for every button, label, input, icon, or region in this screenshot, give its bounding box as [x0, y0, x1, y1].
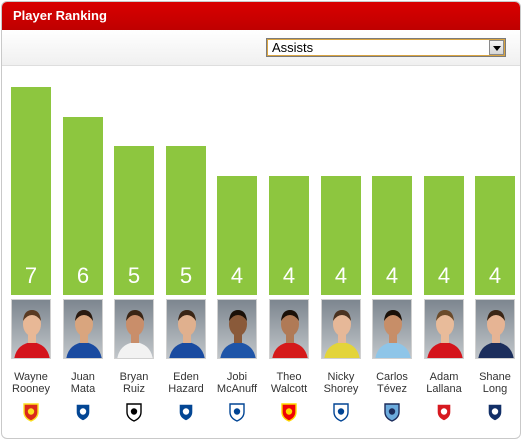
reading-crest-icon-shape: [229, 403, 245, 422]
stat-category-select[interactable]: Assists: [266, 38, 506, 57]
manchester-city-crest-icon-shape: [384, 403, 400, 422]
player-photo[interactable]: [114, 299, 154, 359]
bar-value-label: 5: [179, 263, 193, 288]
player-photo-image: [64, 300, 102, 358]
reading-crest-icon[interactable]: [331, 402, 351, 422]
widget-title: Player Ranking: [13, 8, 107, 23]
chelsea-crest-icon[interactable]: [73, 402, 93, 422]
player-last-name: Ruiz: [122, 383, 145, 395]
ranking-bar[interactable]: [166, 146, 206, 295]
player-last-name: Lallana: [426, 383, 462, 395]
player-first-name: Carlos: [376, 371, 408, 383]
player-name[interactable]: Nicky Shorey: [313, 371, 369, 395]
ranking-bar[interactable]: [11, 87, 51, 295]
bar-value-label: 5: [127, 263, 141, 288]
player-name[interactable]: Theo Walcott: [261, 371, 317, 395]
player-last-name: Walcott: [270, 383, 308, 395]
player-last-name: McAnuff: [216, 383, 258, 395]
player-first-name: Eden: [173, 371, 199, 383]
player-photo[interactable]: [372, 299, 412, 359]
bar-value-label: 4: [334, 263, 348, 288]
bar-value-label: 4: [488, 263, 502, 288]
player-name[interactable]: Shane Long: [467, 371, 523, 395]
west-brom-crest-icon[interactable]: [485, 402, 505, 422]
player-first-name: Adam: [429, 371, 459, 383]
player-first-name: Shane: [479, 371, 511, 383]
ranking-bar[interactable]: [475, 176, 515, 295]
ranking-bar[interactable]: [114, 146, 154, 295]
west-brom-crest-icon-shape: [487, 403, 503, 422]
widget-header: Player Ranking: [2, 2, 520, 30]
player-name[interactable]: Carlos Tévez: [364, 371, 420, 395]
player-name[interactable]: Eden Hazard: [158, 371, 214, 395]
player-photo[interactable]: [321, 299, 361, 359]
player-photo[interactable]: [63, 299, 103, 359]
player-name[interactable]: Juan Mata: [55, 371, 111, 395]
player-photo-image: [476, 300, 514, 358]
chevron-down-icon[interactable]: [489, 40, 504, 55]
manchester-united-crest-icon-shape: [23, 403, 39, 422]
player-name[interactable]: Adam Lallana: [416, 371, 472, 395]
ranking-bar[interactable]: [372, 176, 412, 295]
player-last-name: Hazard: [168, 383, 204, 395]
player-name[interactable]: Wayne Rooney: [3, 371, 59, 395]
player-photo[interactable]: [166, 299, 206, 359]
player-first-name: Wayne: [14, 371, 48, 383]
player-last-name: Rooney: [12, 383, 50, 395]
ranking-bar[interactable]: [269, 176, 309, 295]
reading-crest-icon[interactable]: [227, 402, 247, 422]
southampton-crest-icon[interactable]: [434, 402, 454, 422]
ranking-bar[interactable]: [424, 176, 464, 295]
bar-value-label: 4: [437, 263, 451, 288]
player-first-name: Juan: [71, 371, 95, 383]
player-photo-image: [270, 300, 308, 358]
southampton-crest-icon-shape: [436, 403, 452, 422]
fulham-crest-icon-shape: [126, 403, 142, 422]
manchester-united-crest-icon[interactable]: [21, 402, 41, 422]
player-photo[interactable]: [11, 299, 51, 359]
player-first-name: Nicky: [327, 371, 355, 383]
player-photo-image: [115, 300, 153, 358]
player-photo-image: [12, 300, 50, 358]
player-photo-image: [322, 300, 360, 358]
ranking-bar[interactable]: [63, 116, 103, 295]
player-photo-image: [167, 300, 205, 358]
toolbar: Assists: [2, 30, 520, 66]
player-name[interactable]: Jobi McAnuff: [209, 371, 265, 395]
player-name[interactable]: Bryan Ruiz: [106, 371, 162, 395]
player-first-name: Jobi: [226, 371, 248, 383]
player-photo-image: [425, 300, 463, 358]
arsenal-crest-icon-shape: [281, 403, 297, 422]
player-photo[interactable]: [217, 299, 257, 359]
player-photo-image: [218, 300, 256, 358]
player-last-name: Long: [482, 383, 508, 395]
ranking-bar[interactable]: [321, 176, 361, 295]
player-last-name: Mata: [70, 383, 96, 395]
arsenal-crest-icon[interactable]: [279, 402, 299, 422]
bar-value-label: 4: [230, 263, 244, 288]
bar-value-label: 7: [24, 263, 38, 288]
player-last-name: Tévez: [377, 383, 407, 395]
player-last-name: Shorey: [323, 383, 359, 395]
fulham-crest-icon[interactable]: [124, 402, 144, 422]
chelsea-crest-icon-shape: [178, 403, 194, 422]
player-photo[interactable]: [424, 299, 464, 359]
manchester-city-crest-icon[interactable]: [382, 402, 402, 422]
player-photo[interactable]: [269, 299, 309, 359]
reading-crest-icon-shape: [333, 403, 349, 422]
bar-value-label: 4: [385, 263, 399, 288]
player-photo[interactable]: [475, 299, 515, 359]
chelsea-crest-icon[interactable]: [176, 402, 196, 422]
player-first-name: Theo: [276, 371, 302, 383]
ranking-bar[interactable]: [217, 176, 257, 295]
player-first-name: Bryan: [119, 371, 149, 383]
stat-category-selected: Assists: [272, 40, 314, 55]
chelsea-crest-icon-shape: [75, 403, 91, 422]
player-photo-image: [373, 300, 411, 358]
bar-value-label: 6: [76, 263, 90, 288]
bar-value-label: 4: [282, 263, 296, 288]
